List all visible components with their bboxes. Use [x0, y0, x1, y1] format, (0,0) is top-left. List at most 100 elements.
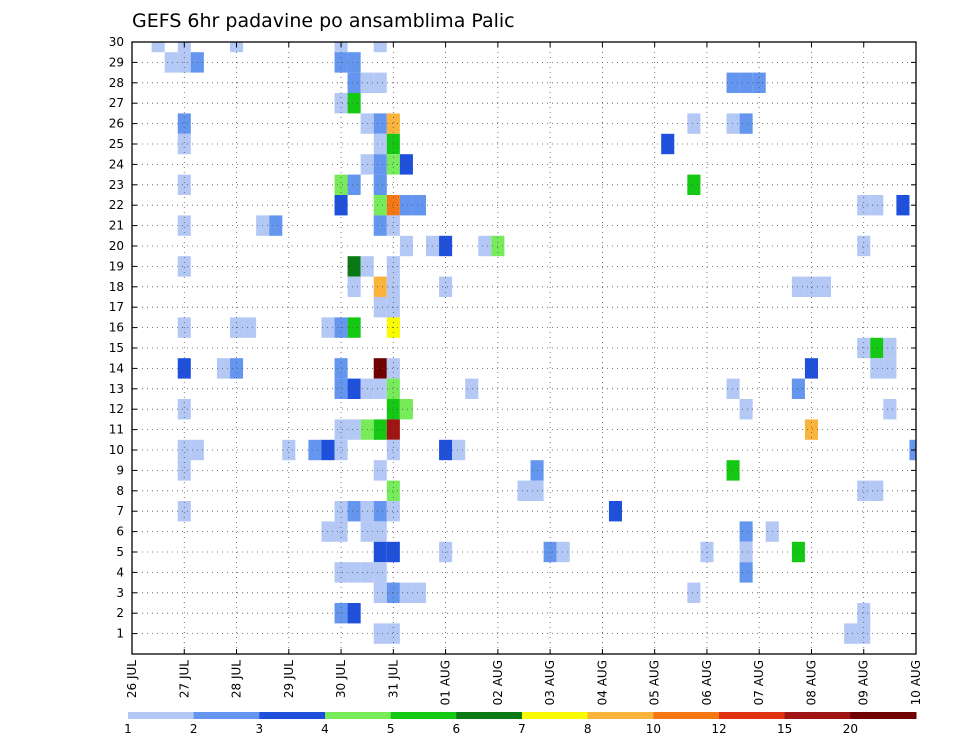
heatmap-cell — [334, 378, 348, 399]
x-tick-label: 09 AUG — [857, 660, 871, 705]
x-tick-label: 01 AUG — [439, 660, 453, 705]
heatmap-cell — [870, 195, 884, 216]
heatmap-cell — [334, 195, 348, 216]
heatmap-cell — [870, 480, 884, 501]
y-tick-label: 8 — [116, 484, 124, 498]
y-tick-label: 22 — [109, 198, 124, 212]
heatmap-cell — [739, 72, 753, 93]
y-tick-label: 9 — [116, 463, 124, 477]
heatmap-cell — [386, 378, 400, 399]
heatmap-cell — [373, 42, 387, 53]
heatmap-cell — [347, 174, 361, 195]
colorbar-label: 1 — [124, 722, 132, 736]
heatmap-cell — [844, 623, 858, 644]
y-tick-label: 11 — [109, 423, 124, 437]
x-tick-label: 07 AUG — [752, 660, 766, 705]
heatmap-cell — [739, 541, 753, 563]
heatmap-cell — [687, 582, 701, 603]
heatmap-cell — [452, 439, 466, 461]
colorbar: 1 2 3 4 5 6 7 8 10 12 15 20 — [124, 712, 917, 736]
colorbar-swatch — [390, 712, 457, 719]
heatmap-cell — [373, 276, 387, 297]
colorbar-label: 6 — [453, 722, 461, 736]
heatmap-cell — [726, 378, 740, 399]
heatmap-cell — [386, 623, 400, 644]
heatmap-cell — [347, 256, 361, 277]
colorbar-swatch — [587, 712, 654, 719]
heatmap-cell — [373, 174, 387, 195]
x-tick-label: 02 AUG — [491, 660, 505, 705]
colorbar-label: 3 — [256, 722, 264, 736]
heatmap-cell — [791, 378, 805, 399]
heatmap-cell — [439, 439, 453, 461]
heatmap-cell — [177, 439, 191, 461]
heatmap-cell — [739, 399, 753, 420]
heatmap-cell — [399, 399, 413, 420]
colorbar-label: 10 — [646, 722, 661, 736]
x-tick-label: 08 AUG — [804, 660, 818, 705]
chart-title: GEFS 6hr padavine po ansamblima Palic — [132, 10, 515, 32]
heatmap-cell — [726, 460, 740, 481]
y-tick-label: 30 — [109, 35, 124, 49]
heatmap-cell — [373, 133, 387, 155]
heatmap-cell — [804, 419, 818, 440]
heatmap-cell — [857, 603, 871, 624]
colorbar-label: 5 — [387, 722, 395, 736]
colorbar-swatch — [784, 712, 851, 719]
heatmap-cell — [439, 235, 453, 257]
heatmap-cell — [177, 460, 191, 481]
heatmap-cell — [308, 439, 322, 461]
heatmap-cell — [386, 439, 400, 461]
heatmap-cell — [347, 378, 361, 399]
heatmap-cell — [517, 480, 531, 501]
colorbar-swatch — [259, 712, 326, 719]
heatmap-cell — [373, 297, 387, 318]
heatmap-cell — [282, 439, 296, 461]
heatmap-cell — [791, 541, 805, 563]
y-tick-label: 23 — [109, 178, 124, 192]
y-tick-label: 25 — [109, 137, 124, 151]
heatmap-cell — [373, 215, 387, 236]
x-tick-label: 10 AUG — [909, 660, 923, 705]
heatmap-cell — [177, 174, 191, 195]
heatmap-cell — [347, 317, 361, 338]
heatmap-cell — [386, 215, 400, 236]
colorbar-label: 12 — [711, 722, 726, 736]
y-tick-label: 26 — [109, 117, 124, 131]
y-tick-label: 18 — [109, 280, 124, 294]
y-tick-label: 24 — [109, 157, 124, 171]
heatmap-cell — [164, 52, 178, 73]
heatmap-cell — [386, 358, 400, 379]
heatmap-cell — [177, 113, 191, 134]
heatmap-cell — [386, 276, 400, 297]
heatmap-cell — [386, 133, 400, 155]
heatmap-cell — [726, 113, 740, 134]
heatmap-cell — [386, 113, 400, 134]
heatmap-cell — [857, 235, 871, 257]
heatmap-cell — [804, 276, 818, 297]
heatmap-cell — [739, 521, 753, 542]
y-tick-label: 10 — [109, 443, 124, 457]
heatmap-cell — [870, 337, 884, 359]
x-tick-label: 04 AUG — [595, 660, 609, 705]
heatmap-cell — [373, 623, 387, 644]
heatmap-cell — [726, 72, 740, 93]
heatmap-cell — [412, 582, 426, 603]
heatmap-cell — [386, 480, 400, 501]
y-tick-label: 27 — [109, 96, 124, 110]
heatmap-cell — [857, 480, 871, 501]
heatmap-cell — [177, 133, 191, 155]
colorbar-swatch — [653, 712, 720, 719]
heatmap-cell — [386, 195, 400, 216]
heatmap-cell — [373, 562, 387, 583]
heatmap-cell — [870, 358, 884, 379]
x-tick-label: 03 AUG — [543, 660, 557, 705]
y-tick-label: 6 — [116, 525, 124, 539]
heatmap-cell — [347, 501, 361, 522]
colorbar-swatch — [128, 712, 195, 719]
heatmap-cell — [334, 174, 348, 195]
colorbar-swatch — [850, 712, 917, 719]
heatmap-cell — [687, 113, 701, 134]
heatmap-cell — [373, 358, 387, 379]
heatmap-cell — [177, 399, 191, 420]
